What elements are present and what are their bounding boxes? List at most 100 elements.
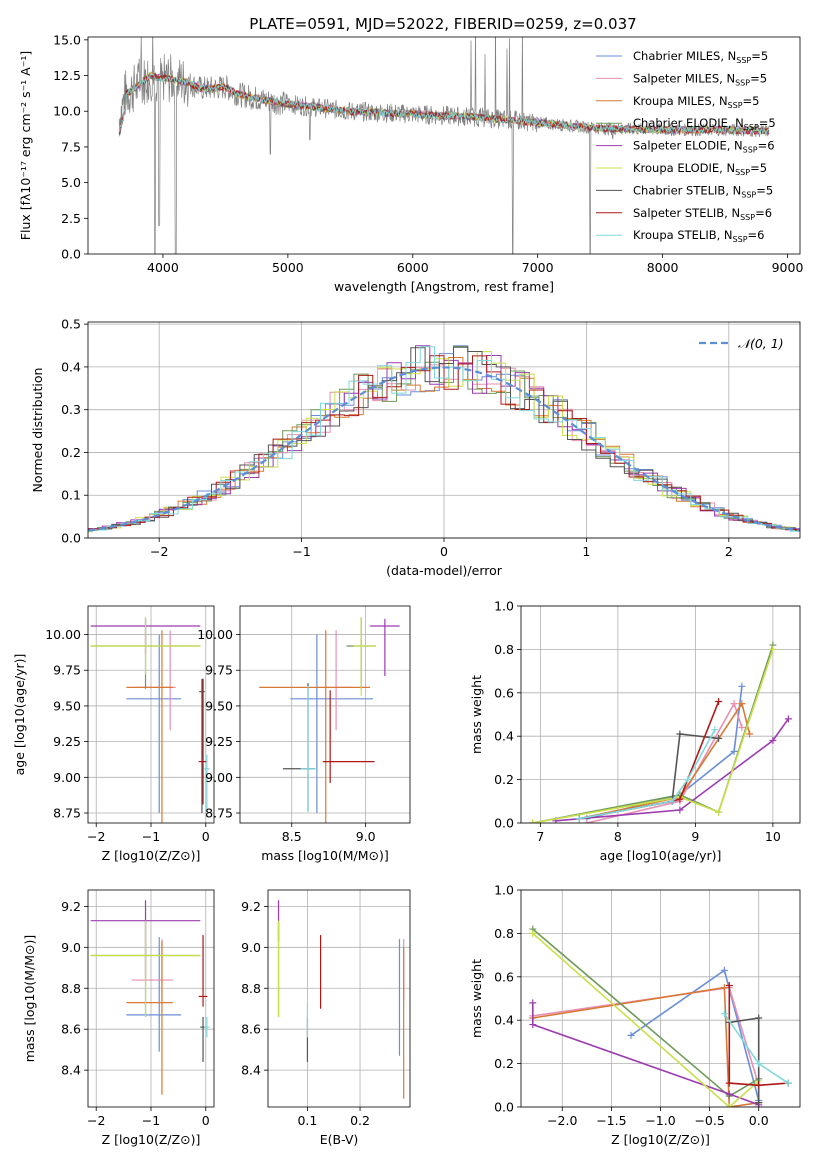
y-tick-label: 12.5	[53, 68, 81, 83]
x-tick-label: 9000	[772, 260, 804, 275]
mass-weight-line	[555, 718, 790, 822]
y-tick-label: 0.2	[61, 445, 81, 460]
y-tick-label: 9.75	[205, 663, 233, 678]
mass-weight-marker	[720, 984, 728, 992]
legend-entry: Salpeter ELODIE, NSSP=6	[633, 139, 775, 155]
errorbar-point	[199, 678, 205, 814]
x-axis-label: Z [log10(Z/Z⊙)]	[102, 848, 201, 863]
y-tick-label: 9.25	[205, 734, 233, 749]
mass-weight-line	[532, 986, 759, 1107]
plot-area	[277, 900, 405, 1099]
y-tick-label: 9.0	[61, 940, 81, 955]
y-tick-label: 0.0	[494, 816, 514, 831]
mass-weight-line	[586, 701, 743, 823]
y-tick-label: 9.0	[241, 940, 261, 955]
mass-weight-line	[586, 686, 743, 820]
y-tick-label: 0.6	[494, 685, 514, 700]
mass-weight-marker	[676, 795, 684, 803]
mass-weight-marker	[784, 715, 792, 723]
y-tick-label: 9.75	[53, 663, 81, 678]
x-tick-label: 0.1	[297, 1113, 317, 1128]
x-axis-label: wavelength [Angstrom, rest frame]	[334, 279, 554, 294]
y-tick-label: 1.0	[494, 599, 514, 614]
y-tick-label: 8.75	[53, 806, 81, 821]
x-tick-label: 0.0	[749, 1113, 769, 1128]
plot-area	[88, 345, 800, 533]
errorbar-point	[290, 634, 374, 814]
x-tick-label: 9.0	[356, 829, 376, 844]
y-tick-label: 0.2	[494, 772, 514, 787]
x-tick-label: −0.5	[694, 1113, 724, 1128]
plot-area	[90, 900, 210, 1095]
legend-entry: Kroupa MILES, NSSP=5	[633, 94, 759, 110]
mass-weight-marker	[583, 819, 591, 823]
mass-weight-marker	[730, 700, 738, 708]
x-tick-label: 9	[691, 829, 699, 844]
y-tick-label: 9.25	[53, 734, 81, 749]
axes-frame	[239, 605, 411, 824]
axes-frame	[87, 321, 801, 539]
mass-weight-marker	[738, 724, 746, 732]
plot-area	[529, 925, 792, 1107]
y-tick-label: 0.4	[494, 1013, 514, 1028]
residual-histogram	[88, 346, 800, 531]
x-tick-label: −2	[87, 829, 105, 844]
weight-vs-metallicity-panel: −2.0 −1.5 −1.0 −0.5 0.0 0.0 0.2 0.4 0.6 0.8 1.0 Z […	[469, 883, 801, 1147]
y-tick-label: 10.00	[45, 627, 81, 642]
x-tick-label: 8.5	[282, 829, 302, 844]
errorbar-point	[300, 685, 316, 812]
mass-weight-marker	[627, 1031, 635, 1039]
errorbar-point	[322, 690, 375, 784]
mass-weight-line	[532, 1002, 759, 1106]
y-tick-label: 15.0	[53, 32, 81, 47]
y-tick-label: 0.8	[494, 642, 514, 657]
x-tick-label: 0	[440, 544, 448, 559]
legend-entry: Chabrier STELIB, NSSP=5	[633, 183, 773, 199]
mass-vs-ebv-panel: 0.1 0.2 8.4 8.6 8.8 9.0 9.2 E(B-V)	[241, 889, 411, 1147]
mass-weight-marker	[725, 1079, 733, 1087]
mass-weight-line	[532, 932, 760, 1107]
plot-area	[90, 617, 210, 823]
y-tick-label: 0.2	[494, 1056, 514, 1071]
mass-weight-marker	[720, 966, 728, 974]
y-tick-label: 8.75	[205, 806, 233, 821]
y-tick-label: 0.5	[61, 317, 81, 332]
x-tick-label: 2	[725, 544, 733, 559]
y-tick-label: 0.0	[61, 247, 81, 262]
errorbar-point	[90, 617, 201, 675]
y-tick-label: 7.5	[61, 139, 81, 154]
model-spectrum	[118, 73, 770, 137]
x-tick-label: 8000	[647, 260, 679, 275]
x-tick-label: −1.5	[596, 1113, 626, 1128]
errorbar-point	[204, 1016, 210, 1038]
x-tick-label: 0.2	[350, 1113, 370, 1128]
weight-vs-age-panel: 7 8 9 10 0.0 0.2 0.4 0.6 0.8 1.0 age [log10(age/yr…	[469, 599, 801, 863]
errorbar-point	[131, 939, 173, 1001]
mass-weight-marker	[529, 929, 537, 937]
y-tick-label: 10.0	[53, 104, 81, 119]
x-tick-label: −1.0	[645, 1113, 675, 1128]
x-tick-label: 1	[582, 544, 590, 559]
mass-weight-marker	[575, 815, 583, 823]
y-tick-label: 0.4	[494, 729, 514, 744]
mass-weight-marker	[769, 737, 777, 745]
axes-frame	[267, 889, 411, 1108]
y-tick-label: 9.2	[61, 899, 81, 914]
y-tick-label: 9.50	[53, 698, 81, 713]
errorbar-point	[126, 937, 182, 1052]
legend-entry: Kroupa STELIB, NSSP=6	[633, 228, 764, 244]
errorbar-point	[198, 935, 208, 1007]
residual-histogram	[88, 355, 800, 533]
x-tick-label: 7000	[522, 260, 554, 275]
y-axis-label: mass weight	[469, 959, 484, 1038]
mass-weight-marker	[755, 1081, 763, 1089]
mass-weight-marker	[676, 730, 684, 738]
mass-weight-marker	[784, 1079, 792, 1087]
axes-frame	[87, 605, 215, 824]
plot-area	[118, 37, 770, 254]
axes-frame	[87, 36, 801, 255]
mass-weight-line	[729, 1017, 760, 1103]
mass-weight-marker	[529, 1021, 537, 1029]
y-tick-label: 0.6	[494, 969, 514, 984]
figure-title: PLATE=0591, MJD=52022, FIBERID=0259, z=0…	[249, 15, 636, 33]
